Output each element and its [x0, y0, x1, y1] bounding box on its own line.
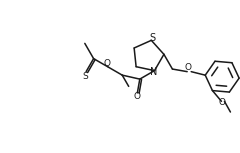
Text: O: O	[104, 59, 111, 68]
Text: S: S	[149, 33, 155, 43]
Text: O: O	[219, 98, 226, 107]
Text: O: O	[185, 63, 192, 72]
Text: N: N	[150, 67, 157, 77]
Text: O: O	[134, 92, 141, 101]
Text: S: S	[82, 72, 88, 81]
